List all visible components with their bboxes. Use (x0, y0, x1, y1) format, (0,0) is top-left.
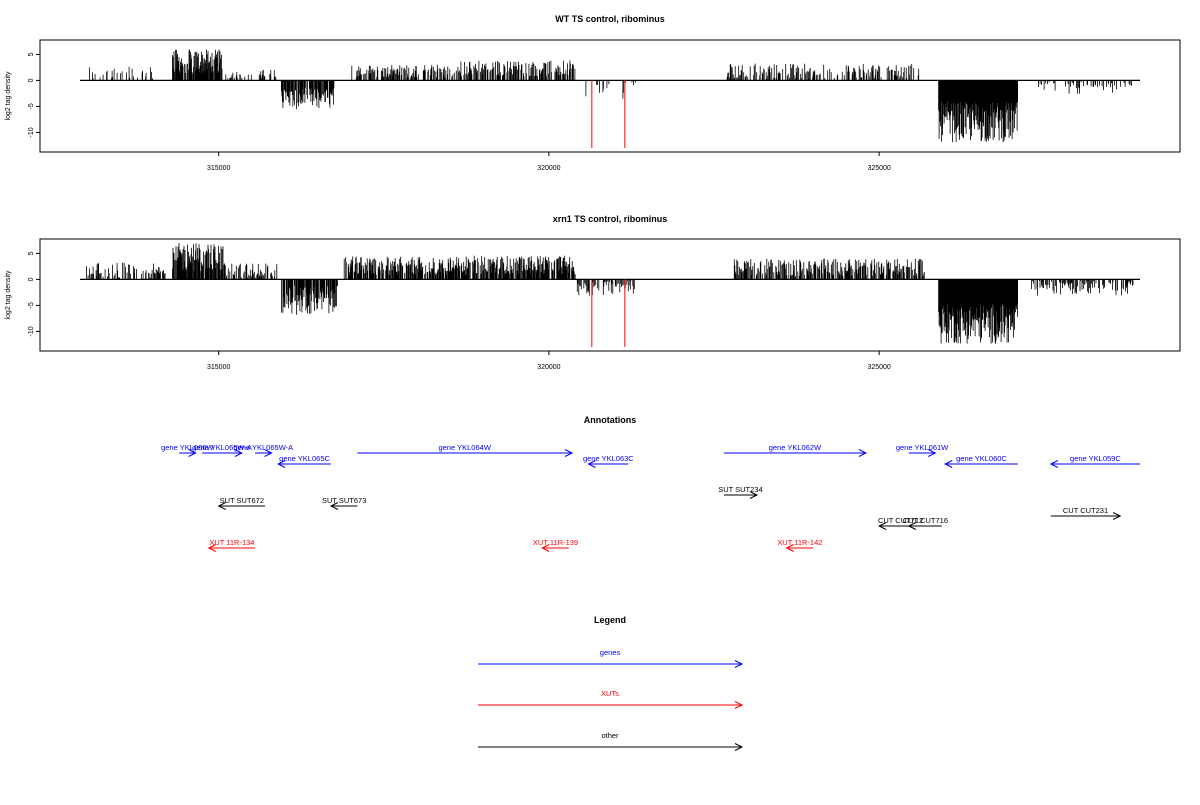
feature-label: gene YKL062W (769, 443, 822, 452)
arrow-head (188, 449, 197, 457)
legend-label: XUTs (601, 689, 619, 698)
arrow-head (587, 460, 596, 468)
xrn1-panel: xrn1 TS control, ribominus log2 tag densi… (5, 214, 1181, 371)
feature-arrow (908, 449, 937, 457)
y-tick-label: -10 (28, 326, 35, 336)
feature-arrow (723, 449, 868, 457)
arrow-head (734, 743, 744, 751)
arrow-head (858, 449, 868, 457)
y-axis-label: log2 tag density (5, 71, 12, 121)
arrow-head (734, 701, 744, 709)
feature-arrow (541, 544, 569, 552)
feature-label: gene YKL065C (279, 454, 330, 463)
feature-label: CUT CUT716 (903, 516, 948, 525)
feature-arrow (179, 449, 197, 457)
x-tick-label: 320000 (537, 165, 560, 172)
feature-arrow (329, 502, 358, 510)
y-tick-label: 0 (28, 277, 35, 281)
arrow-head (734, 660, 744, 668)
y-tick-label: 5 (28, 251, 35, 255)
panel-title: xrn1 TS control, ribominus (553, 214, 668, 224)
legend-label: other (601, 731, 619, 740)
y-tick-label: -5 (28, 103, 35, 109)
arrow-head (541, 544, 550, 552)
feature-label: gene YKL066W (161, 443, 214, 452)
arrow-head (1049, 460, 1059, 468)
feature-arrow (1049, 460, 1140, 468)
arrow-head (944, 460, 953, 468)
feature-arrow (723, 491, 759, 499)
feature-label: gene YKL065W-A (233, 443, 293, 452)
x-tick-label: 320000 (537, 364, 560, 371)
arrow-head (749, 491, 759, 499)
feature-arrow (277, 460, 331, 468)
feature-label: gene YKL060C (956, 454, 1007, 463)
feature-label: SUT SUT234 (718, 485, 762, 494)
feature-arrow (357, 449, 574, 457)
arrow-head (329, 502, 339, 510)
arrow-head (217, 502, 226, 510)
arrow-head (564, 449, 574, 457)
arrow-head (907, 522, 917, 530)
arrow-head (264, 449, 273, 457)
y-tick-label: -10 (28, 127, 35, 137)
panel-title: WT TS control, ribominus (555, 14, 665, 24)
feature-label: gene YKL063C (583, 454, 634, 463)
annotations-title: Annotations (584, 415, 637, 425)
x-tick-label: 325000 (867, 364, 890, 371)
feature-arrow (207, 544, 256, 552)
signal-bars (89, 49, 1132, 143)
y-tick-label: -5 (28, 302, 35, 308)
x-tick-label: 315000 (207, 364, 230, 371)
feature-label: gene YKL065W-A (192, 443, 252, 452)
legend-panel: Legend genes XUTs other (478, 615, 744, 751)
feature-label: CUT CUT712 (878, 516, 923, 525)
legend-label: genes (600, 648, 621, 657)
legend-arrow (478, 701, 744, 709)
y-tick-label: 0 (28, 78, 35, 82)
x-tick-label: 325000 (867, 165, 890, 172)
y-tick-label: 5 (28, 52, 35, 56)
arrow-head (234, 449, 243, 457)
plot-frame (39, 39, 1181, 153)
legend-arrow (478, 743, 744, 751)
feature-label: XUT 11R-139 (533, 538, 578, 547)
arrow-head (928, 449, 937, 457)
arrow-head (207, 544, 217, 552)
arrow-head (878, 522, 887, 530)
arrow-head (1112, 512, 1122, 520)
feature-arrow (944, 460, 1018, 468)
feature-label: gene YKL064W (439, 443, 492, 452)
feature-arrow (255, 449, 273, 457)
feature-label: gene YKL059C (1070, 454, 1121, 463)
feature-label: gene YKL061W (896, 443, 949, 452)
feature-label: SUT SUT672 (220, 496, 264, 505)
feature-label: XUT 11R-142 (777, 538, 822, 547)
signal-bars (86, 243, 1134, 344)
feature-label: XUT 11R-134 (209, 538, 254, 547)
feature-label: SUT SUT673 (322, 496, 366, 505)
x-tick-label: 315000 (207, 165, 230, 172)
feature-label: CUT CUT231 (1063, 506, 1108, 515)
feature-arrow (217, 502, 265, 510)
plot-frame (39, 238, 1181, 352)
feature-arrow (202, 449, 243, 457)
legend-title: Legend (594, 615, 626, 625)
feature-arrow (1050, 512, 1122, 520)
wt-panel: WT TS control, ribominus log2 tag density… (5, 14, 1181, 172)
y-axis-label: log2 tag density (5, 270, 12, 320)
feature-arrow (785, 544, 814, 552)
legend-arrow (478, 660, 744, 668)
feature-arrow (907, 522, 942, 530)
arrow-head (785, 544, 794, 552)
arrow-head (277, 460, 286, 468)
feature-arrow (587, 460, 629, 468)
